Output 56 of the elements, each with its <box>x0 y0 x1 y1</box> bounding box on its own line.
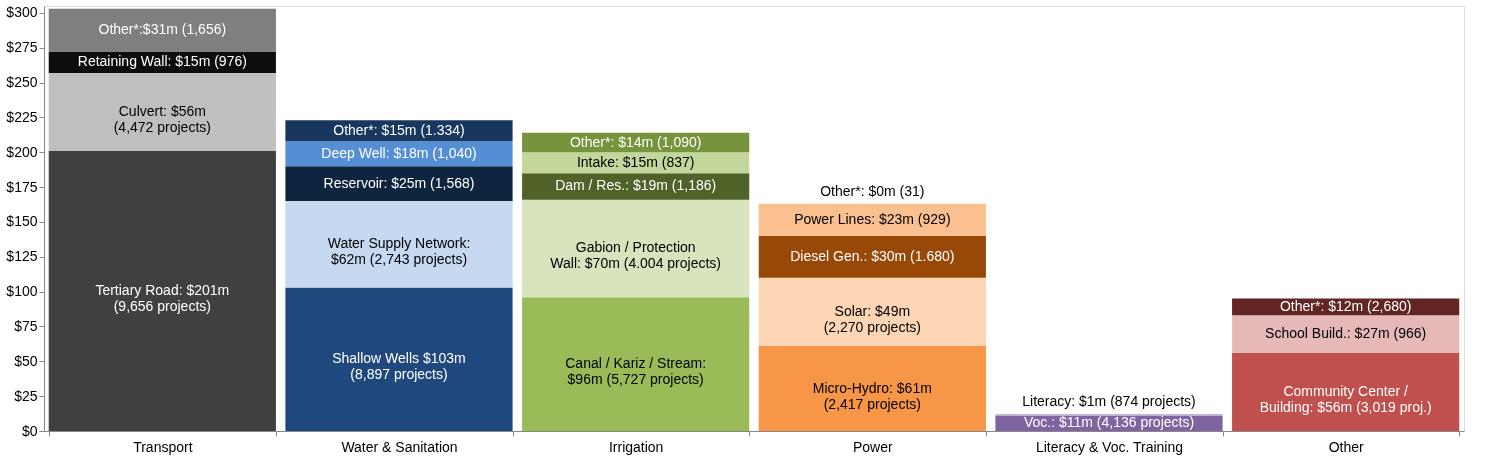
bar <box>1232 315 1460 353</box>
bar <box>758 346 986 431</box>
data-label: School Build.: $27m (966) <box>1265 325 1427 342</box>
data-label: Diesel Gen.: $30m (1.680) <box>790 247 955 264</box>
y-tick-label: $275 <box>6 39 38 56</box>
y-tick-label: $125 <box>6 248 38 265</box>
bar <box>285 201 513 288</box>
bar <box>285 287 513 431</box>
y-tick-label: $100 <box>6 283 38 300</box>
y-tick-label: $300 <box>6 4 38 21</box>
data-label: Water Supply Network: $62m (2,743 projects) <box>327 235 471 268</box>
y-tick-label: $250 <box>6 74 38 91</box>
data-label: Intake: $15m (837) <box>576 153 695 170</box>
y-tick-label: $25 <box>14 387 38 404</box>
bar <box>522 297 750 431</box>
x-tick-label: Power <box>852 438 894 455</box>
y-tick-label: $175 <box>6 178 38 195</box>
bar <box>1232 352 1460 431</box>
data-label: Tertiary Road: $201m (9,656 projects) <box>95 281 230 314</box>
data-label: Literacy: $1m (874 projects) <box>1022 393 1196 410</box>
bar <box>758 235 986 278</box>
data-label: Solar: $49m (2,270 projects) <box>823 302 921 335</box>
data-label: Culvert: $56m (4,472 projects) <box>113 102 211 135</box>
bar <box>522 199 750 298</box>
y-tick-label: $200 <box>6 143 38 160</box>
data-label: Other*: $14m (1,090) <box>569 133 702 150</box>
bar <box>48 72 276 151</box>
data-label: Deep Well: $18m (1,040) <box>321 144 477 161</box>
bar <box>285 166 513 202</box>
bar <box>48 150 276 431</box>
data-label: Power Lines: $23m (929) <box>794 210 951 227</box>
data-label: Voc.: $11m (4,136 projects) <box>1023 414 1195 431</box>
bar <box>758 277 986 346</box>
x-tick-label: Water & Sanitation <box>341 438 458 455</box>
bar <box>48 8 276 52</box>
data-label: Retaining Wall: $15m (976) <box>77 53 247 70</box>
data-label: Micro-Hydro: $61m (2,417 projects) <box>812 379 932 412</box>
data-label: Other*: $15m (1.334) <box>333 121 465 138</box>
y-tick-label: $75 <box>14 317 38 334</box>
data-label: Community Center / Building: $56m (3,019 proj.) <box>1259 382 1432 415</box>
data-label: Other*: $0m (31) <box>820 182 925 199</box>
x-tick-label: Other <box>1328 438 1365 455</box>
data-label: Reservoir: $25m (1,568) <box>323 174 475 191</box>
data-label: Other*:$31m (1,656) <box>98 21 227 38</box>
data-label: Other*: $12m (2,680) <box>1279 297 1412 314</box>
y-tick-label: $225 <box>6 108 38 125</box>
data-label: Canal / Kariz / Stream: $96m (5,727 projects) <box>565 355 707 388</box>
x-tick-label: Literacy & Voc. Training <box>1035 438 1184 455</box>
x-tick-label: Transport <box>133 438 193 455</box>
y-tick-label: $0 <box>21 422 38 439</box>
data-label: Dam / Res.: $19m (1,186) <box>555 177 717 194</box>
y-tick-label: $50 <box>14 352 38 369</box>
data-label: Shallow Wells $103m (8,897 projects) <box>332 350 466 383</box>
data-label: Gabion / Protection Wall: $70m (4.004 projects) <box>550 239 721 272</box>
x-tick-label: Irrigation <box>608 438 664 455</box>
y-tick-label: $150 <box>6 213 38 230</box>
